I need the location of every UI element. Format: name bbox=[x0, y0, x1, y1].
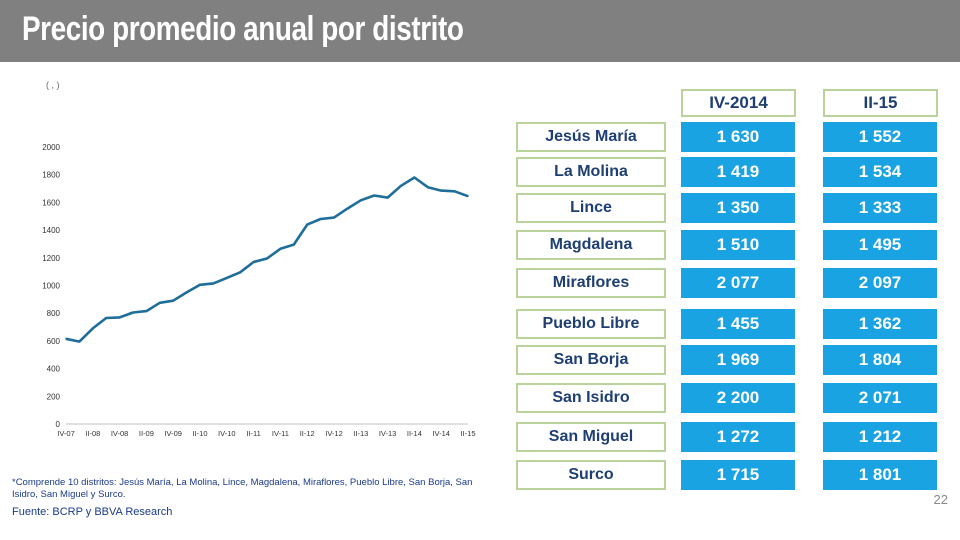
price-cell-iv-2014: 1 715 bbox=[681, 460, 795, 490]
data-point bbox=[413, 176, 416, 179]
price-cell-iv-2014: 2 077 bbox=[681, 268, 795, 298]
price-cell-ii-15: 2 097 bbox=[823, 268, 937, 298]
data-point bbox=[306, 223, 309, 226]
x-tick-label: II-15 bbox=[460, 429, 475, 438]
y-tick-label: 1200 bbox=[42, 254, 60, 263]
price-cell-ii-15: 1 801 bbox=[823, 460, 937, 490]
price-cell-ii-15: 1 212 bbox=[823, 422, 937, 452]
data-point bbox=[453, 190, 456, 193]
price-series-line bbox=[65, 176, 469, 343]
x-tick-label: IV-12 bbox=[325, 429, 343, 438]
district-label: La Molina bbox=[516, 157, 666, 187]
district-label: Magdalena bbox=[516, 230, 666, 260]
data-point bbox=[279, 247, 282, 250]
data-point bbox=[440, 189, 443, 192]
price-cell-ii-15: 2 071 bbox=[823, 383, 937, 413]
price-cell-ii-15: 1 362 bbox=[823, 309, 937, 339]
price-cell-ii-15: 1 333 bbox=[823, 193, 937, 223]
data-point bbox=[346, 207, 349, 210]
data-point bbox=[373, 194, 376, 197]
price-cell-iv-2014: 1 350 bbox=[681, 193, 795, 223]
price-cell-iv-2014: 1 419 bbox=[681, 157, 795, 187]
y-tick-label: 2000 bbox=[42, 143, 60, 152]
y-tick-label: 600 bbox=[47, 337, 61, 346]
district-label: Jesús María bbox=[516, 122, 666, 152]
y-tick-label: 800 bbox=[47, 309, 61, 318]
district-label: Lince bbox=[516, 193, 666, 223]
district-label: Miraflores bbox=[516, 268, 666, 298]
column-header-ii-15: II-15 bbox=[823, 89, 938, 117]
price-cell-iv-2014: 1 455 bbox=[681, 309, 795, 339]
district-label: Surco bbox=[516, 460, 666, 490]
price-cell-iv-2014: 1 630 bbox=[681, 122, 795, 152]
y-tick-label: 1400 bbox=[42, 226, 60, 235]
y-tick-label: 1000 bbox=[42, 282, 60, 291]
price-cell-iv-2014: 2 200 bbox=[681, 383, 795, 413]
price-cell-iv-2014: 1 272 bbox=[681, 422, 795, 452]
x-tick-label: IV-13 bbox=[379, 429, 397, 438]
footnote: *Comprende 10 distritos: Jesús María, La… bbox=[12, 477, 473, 500]
y-tick-label: 1600 bbox=[42, 198, 60, 207]
x-tick-label: II-08 bbox=[85, 429, 100, 438]
data-point bbox=[172, 299, 174, 302]
data-point bbox=[199, 284, 201, 286]
data-point bbox=[105, 317, 107, 319]
data-point bbox=[427, 186, 429, 188]
y-tick-label: 400 bbox=[47, 365, 61, 374]
x-tick-label: II-11 bbox=[246, 429, 260, 438]
data-point bbox=[266, 257, 268, 260]
price-line-chart: 0 200 400 600 800 1000 1200 1400 1600 1800 2000 IV-… bbox=[42, 143, 475, 438]
district-label: Pueblo Libre bbox=[516, 309, 666, 339]
x-tick-label: IV-10 bbox=[218, 429, 236, 438]
data-point bbox=[333, 216, 335, 219]
data-point bbox=[132, 311, 134, 314]
price-cell-iv-2014: 1 510 bbox=[681, 230, 795, 260]
page-number: 22 bbox=[933, 492, 948, 507]
x-tick-label: IV-08 bbox=[111, 429, 129, 438]
price-cell-ii-15: 1 534 bbox=[823, 157, 937, 187]
y-tick-label: 1800 bbox=[42, 171, 60, 180]
data-point bbox=[185, 291, 188, 294]
data-point bbox=[293, 243, 295, 246]
price-cell-ii-15: 1 804 bbox=[823, 345, 937, 375]
x-tick-label: II-12 bbox=[300, 429, 315, 438]
data-point bbox=[92, 327, 94, 330]
source-note: Fuente: BCRP y BBVA Research bbox=[12, 506, 173, 518]
x-tick-label: II-10 bbox=[192, 429, 207, 438]
data-point bbox=[212, 282, 215, 285]
page-title: Precio promedio anual por distrito bbox=[22, 10, 464, 48]
price-cell-ii-15: 1 552 bbox=[823, 122, 937, 152]
data-point bbox=[78, 340, 81, 343]
column-header-iv-2014: IV-2014 bbox=[681, 89, 796, 117]
x-tick-label: II-14 bbox=[407, 429, 422, 438]
district-label: San Borja bbox=[516, 345, 666, 375]
data-point bbox=[319, 218, 322, 220]
y-tick-label: 0 bbox=[56, 420, 61, 429]
data-point bbox=[118, 316, 121, 319]
price-cell-iv-2014: 1 969 bbox=[681, 345, 795, 375]
data-point bbox=[467, 195, 469, 197]
x-tick-label: IV-14 bbox=[432, 429, 450, 438]
x-tick-label: IV-09 bbox=[164, 429, 182, 438]
x-tick-label: II-13 bbox=[353, 429, 368, 438]
x-tick-label: IV-07 bbox=[57, 429, 75, 438]
data-point bbox=[65, 338, 67, 340]
data-point bbox=[239, 271, 241, 274]
x-tick-label: IV-11 bbox=[272, 429, 289, 438]
data-point bbox=[252, 261, 255, 263]
x-tick-label: II-09 bbox=[139, 429, 154, 438]
chart-top-note: ( , ) bbox=[46, 80, 60, 90]
y-tick-label: 200 bbox=[47, 392, 61, 401]
district-label: San Isidro bbox=[516, 383, 666, 413]
price-cell-ii-15: 1 495 bbox=[823, 230, 937, 260]
data-point bbox=[226, 277, 228, 279]
data-point bbox=[400, 184, 402, 187]
data-point bbox=[159, 302, 161, 304]
data-point bbox=[360, 199, 362, 202]
data-point bbox=[145, 310, 148, 312]
district-label: San Miguel bbox=[516, 422, 666, 452]
data-point bbox=[386, 196, 389, 199]
title-bar: Precio promedio anual por distrito bbox=[0, 0, 960, 62]
